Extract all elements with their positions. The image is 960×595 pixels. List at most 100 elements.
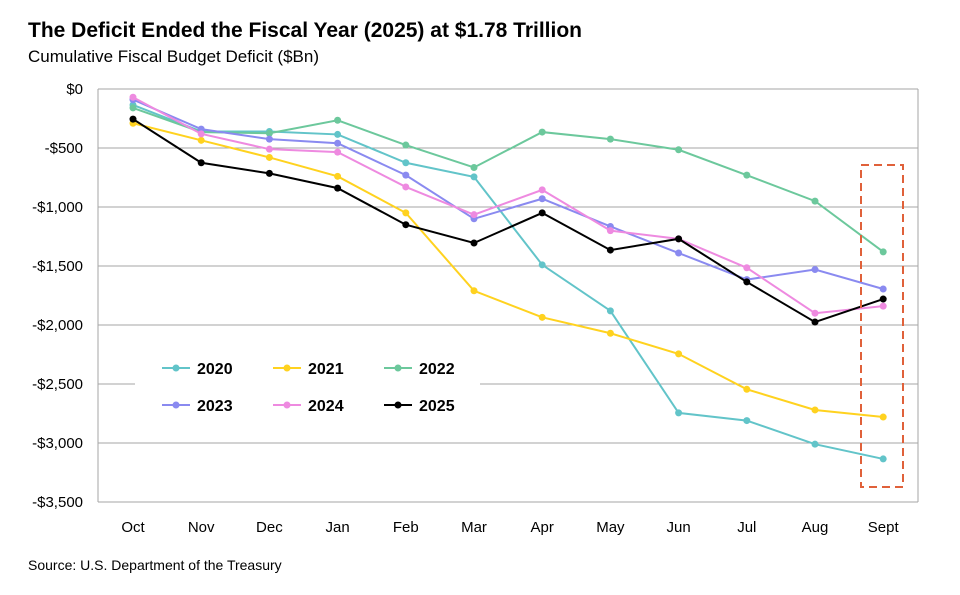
data-point-2020 bbox=[606, 307, 614, 315]
data-point-2023 bbox=[675, 249, 683, 257]
data-point-2025 bbox=[197, 159, 205, 167]
data-point-2021 bbox=[334, 172, 342, 180]
legend-marker-2024 bbox=[283, 401, 291, 409]
data-point-2022 bbox=[470, 163, 478, 171]
data-point-2024 bbox=[129, 93, 137, 101]
data-point-2020 bbox=[538, 261, 546, 269]
data-point-2024 bbox=[265, 145, 273, 153]
data-point-2021 bbox=[265, 153, 273, 161]
data-point-2022 bbox=[879, 248, 887, 256]
x-tick-label: Mar bbox=[461, 519, 487, 536]
data-point-2025 bbox=[675, 235, 683, 243]
data-point-2020 bbox=[675, 409, 683, 417]
data-point-2023 bbox=[538, 195, 546, 203]
data-point-2025 bbox=[743, 278, 751, 286]
data-point-2024 bbox=[538, 186, 546, 194]
data-point-2022 bbox=[538, 128, 546, 136]
x-tick-label: Nov bbox=[188, 519, 215, 536]
data-point-2025 bbox=[879, 295, 887, 303]
data-point-2024 bbox=[470, 211, 478, 219]
series-line-2022 bbox=[132, 106, 884, 253]
legend-label-2020: 2020 bbox=[197, 361, 233, 378]
data-point-2021 bbox=[402, 209, 410, 217]
data-point-2024 bbox=[879, 302, 887, 310]
y-tick-label: -$500 bbox=[45, 140, 83, 157]
y-tick-label: -$2,000 bbox=[32, 317, 83, 334]
x-tick-label: Apr bbox=[531, 519, 554, 536]
data-point-2022 bbox=[675, 146, 683, 154]
data-point-2021 bbox=[743, 385, 751, 393]
data-point-2024 bbox=[606, 227, 614, 235]
data-point-2020 bbox=[334, 130, 342, 138]
legend-marker-2023 bbox=[172, 401, 180, 409]
chart-title: The Deficit Ended the Fiscal Year (2025)… bbox=[28, 19, 582, 42]
data-point-2021 bbox=[811, 406, 819, 414]
data-point-2021 bbox=[675, 350, 683, 358]
data-point-2022 bbox=[743, 171, 751, 179]
data-point-2025 bbox=[606, 246, 614, 254]
legend-marker-2020 bbox=[172, 364, 180, 372]
legend-label-2023: 2023 bbox=[197, 398, 233, 415]
data-point-2023 bbox=[402, 171, 410, 179]
series-line-2025 bbox=[132, 118, 884, 324]
data-point-2022 bbox=[402, 141, 410, 149]
data-point-2023 bbox=[265, 135, 273, 143]
data-point-2022 bbox=[265, 129, 273, 137]
data-point-2025 bbox=[402, 221, 410, 229]
y-tick-label: $0 bbox=[66, 81, 83, 98]
data-point-2020 bbox=[743, 417, 751, 425]
source-note: Source: U.S. Department of the Treasury bbox=[28, 557, 282, 573]
y-tick-label: -$1,000 bbox=[32, 199, 83, 216]
data-point-2022 bbox=[334, 116, 342, 124]
data-point-2021 bbox=[538, 313, 546, 321]
y-tick-label: -$3,000 bbox=[32, 435, 83, 452]
x-tick-label: Sept bbox=[868, 519, 900, 536]
data-point-2023 bbox=[879, 285, 887, 293]
x-tick-label: Feb bbox=[393, 519, 419, 536]
data-point-2020 bbox=[811, 440, 819, 448]
data-point-2024 bbox=[811, 309, 819, 317]
y-tick-label: -$2,500 bbox=[32, 376, 83, 393]
x-tick-label: Jan bbox=[326, 519, 350, 536]
data-point-2024 bbox=[197, 130, 205, 138]
data-point-2020 bbox=[470, 173, 478, 181]
data-point-2021 bbox=[606, 329, 614, 337]
data-point-2025 bbox=[470, 239, 478, 247]
x-tick-label: Oct bbox=[121, 519, 145, 536]
y-tick-label: -$1,500 bbox=[32, 258, 83, 275]
x-tick-label: Jun bbox=[667, 519, 691, 536]
data-point-2025 bbox=[811, 318, 819, 326]
data-point-2022 bbox=[811, 197, 819, 205]
data-point-2021 bbox=[470, 287, 478, 295]
x-tick-label: May bbox=[596, 519, 625, 536]
x-tick-label: Dec bbox=[256, 519, 283, 536]
legend-label-2024: 2024 bbox=[308, 398, 344, 415]
data-point-2020 bbox=[402, 159, 410, 167]
data-point-2023 bbox=[811, 266, 819, 274]
data-point-2024 bbox=[743, 264, 751, 272]
data-point-2025 bbox=[334, 184, 342, 192]
data-point-2021 bbox=[879, 413, 887, 421]
data-point-2024 bbox=[402, 183, 410, 191]
data-point-2021 bbox=[197, 136, 205, 144]
x-tick-label: Jul bbox=[737, 519, 756, 536]
series-line-2020 bbox=[132, 103, 884, 460]
data-point-2025 bbox=[129, 115, 137, 123]
series-line-2024 bbox=[132, 96, 884, 315]
legend-marker-2021 bbox=[283, 364, 291, 372]
data-point-2022 bbox=[129, 104, 137, 112]
legend-marker-2025 bbox=[394, 401, 402, 409]
data-point-2020 bbox=[879, 455, 887, 463]
data-point-2024 bbox=[334, 148, 342, 156]
y-tick-label: -$3,500 bbox=[32, 494, 83, 511]
legend-marker-2022 bbox=[394, 364, 402, 372]
series-line-2021 bbox=[132, 122, 884, 419]
data-point-2023 bbox=[334, 139, 342, 147]
legend-label-2022: 2022 bbox=[419, 361, 455, 378]
series-line-2023 bbox=[132, 98, 884, 290]
legend-box bbox=[135, 346, 480, 422]
legend-label-2021: 2021 bbox=[308, 361, 344, 378]
data-point-2022 bbox=[606, 135, 614, 143]
data-point-2025 bbox=[265, 169, 273, 177]
